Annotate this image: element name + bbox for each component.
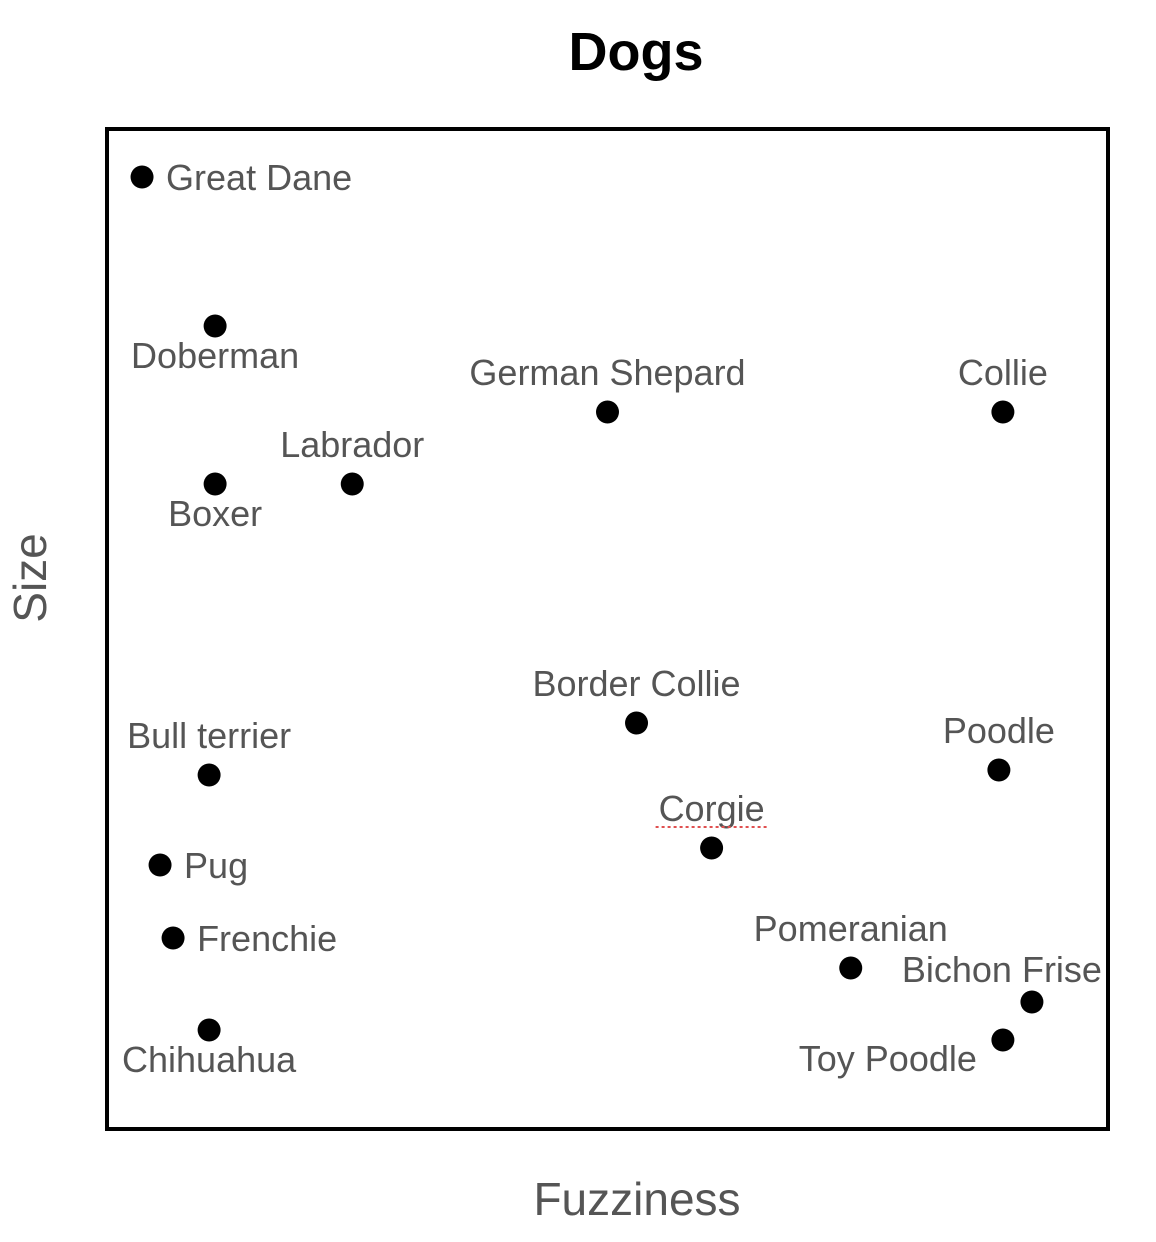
- label-poodle: Poodle: [943, 710, 1055, 751]
- point-pomeranian: [839, 956, 863, 980]
- chart-title: Dogs: [569, 22, 704, 82]
- point-bull-terrier: [197, 763, 221, 787]
- label-pug: Pug: [184, 845, 248, 886]
- label-bull-terrier: Bull terrier: [127, 715, 291, 756]
- points-layer: [130, 165, 1044, 1052]
- label-bichon-frise: Bichon Frise: [902, 949, 1102, 990]
- point-toy-poodle: [991, 1028, 1015, 1052]
- x-axis-label: Fuzziness: [533, 1173, 740, 1225]
- label-labrador: Labrador: [280, 424, 424, 465]
- point-boxer: [203, 472, 227, 496]
- labels-layer: Great Dane Doberman German Shepard Collie La…: [122, 157, 1102, 1080]
- point-doberman: [203, 314, 227, 338]
- label-toy-poodle: Toy Poodle: [799, 1038, 977, 1079]
- label-german-shepard: German Shepard: [469, 352, 745, 393]
- point-frenchie: [161, 926, 185, 950]
- plot-frame: [105, 127, 1110, 1131]
- label-frenchie: Frenchie: [197, 918, 337, 959]
- label-pomeranian: Pomeranian: [754, 908, 948, 949]
- point-great-dane: [130, 165, 154, 189]
- label-collie: Collie: [958, 352, 1048, 393]
- label-chihuahua: Chihuahua: [122, 1039, 297, 1080]
- label-border-collie: Border Collie: [532, 663, 740, 704]
- point-chihuahua: [197, 1018, 221, 1042]
- label-great-dane: Great Dane: [166, 157, 352, 198]
- point-collie: [991, 400, 1015, 424]
- point-german-shepard: [596, 400, 619, 424]
- point-poodle: [987, 758, 1011, 782]
- y-axis-label: Size: [4, 533, 56, 622]
- point-bichon-frise: [1020, 990, 1044, 1014]
- point-border-collie: [625, 711, 649, 735]
- label-doberman: Doberman: [131, 335, 299, 376]
- label-corgie: Corgie: [659, 788, 765, 829]
- point-pug: [148, 853, 172, 877]
- label-boxer: Boxer: [168, 493, 262, 534]
- point-labrador: [340, 472, 364, 496]
- point-corgie: [700, 836, 724, 860]
